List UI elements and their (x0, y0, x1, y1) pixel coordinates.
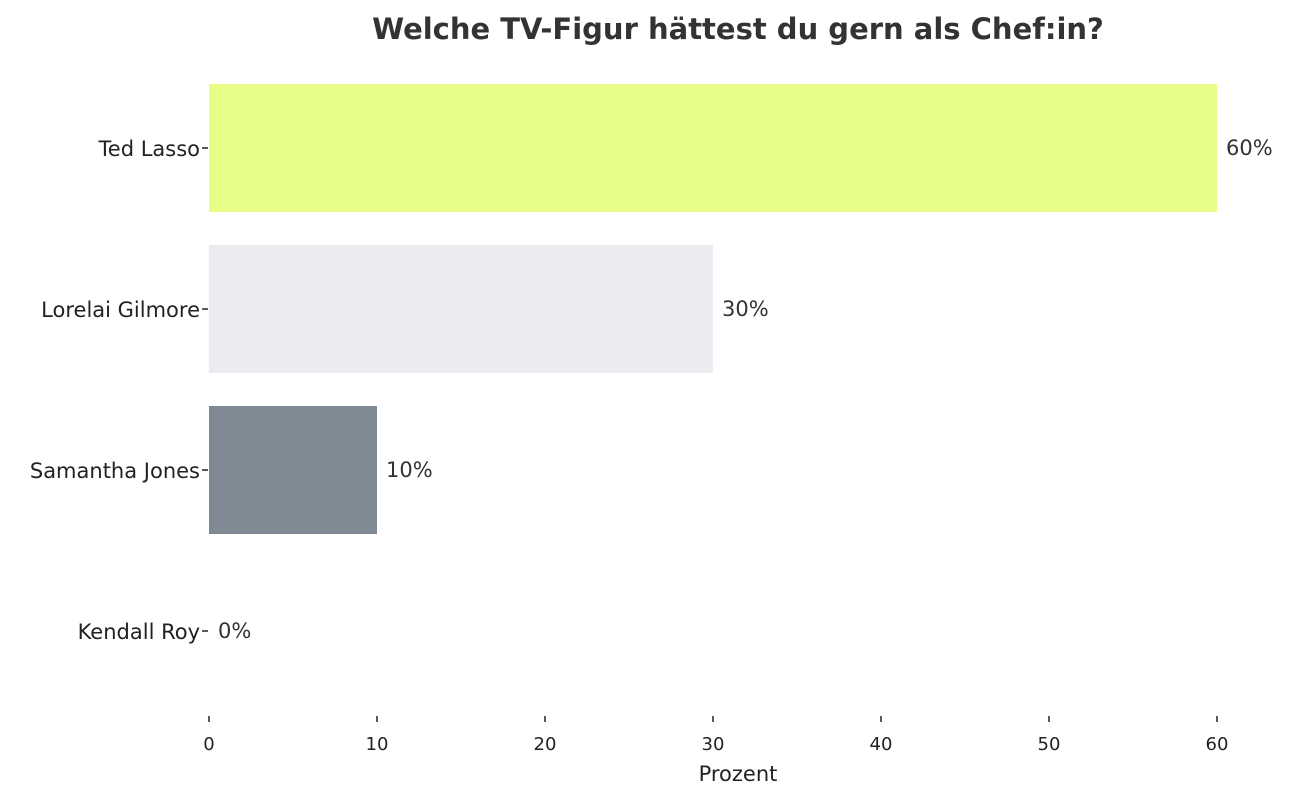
bar-ted-lasso (209, 84, 1217, 212)
category-label: Ted Lasso (98, 137, 200, 161)
data-label: 10% (386, 458, 433, 482)
data-label: 0% (218, 619, 251, 643)
chart-title: Welche TV-Figur hättest du gern als Chef… (372, 12, 1104, 46)
x-tick-label: 40 (870, 734, 893, 755)
category-labels: Ted Lasso Lorelai Gilmore Samantha Jones Ke… (30, 137, 208, 644)
data-label: 30% (722, 297, 769, 321)
bars-layer (209, 84, 1217, 534)
x-tick-label: 60 (1206, 734, 1229, 755)
x-tick-label: 20 (534, 734, 557, 755)
x-tick-label: 30 (702, 734, 725, 755)
x-axis: 0 10 20 30 40 50 60 (203, 716, 1228, 755)
x-tick-label: 10 (366, 734, 389, 755)
data-label: 60% (1226, 136, 1273, 160)
category-label: Kendall Roy (78, 620, 200, 644)
data-labels: 60% 30% 10% 0% (218, 136, 1273, 643)
x-tick-label: 0 (203, 734, 214, 755)
bar-samantha-jones (209, 406, 377, 534)
category-label: Samantha Jones (30, 459, 200, 483)
bar-lorelai-gilmore (209, 245, 713, 373)
x-axis-label: Prozent (699, 762, 778, 786)
x-tick-label: 50 (1038, 734, 1061, 755)
category-label: Lorelai Gilmore (41, 298, 200, 322)
